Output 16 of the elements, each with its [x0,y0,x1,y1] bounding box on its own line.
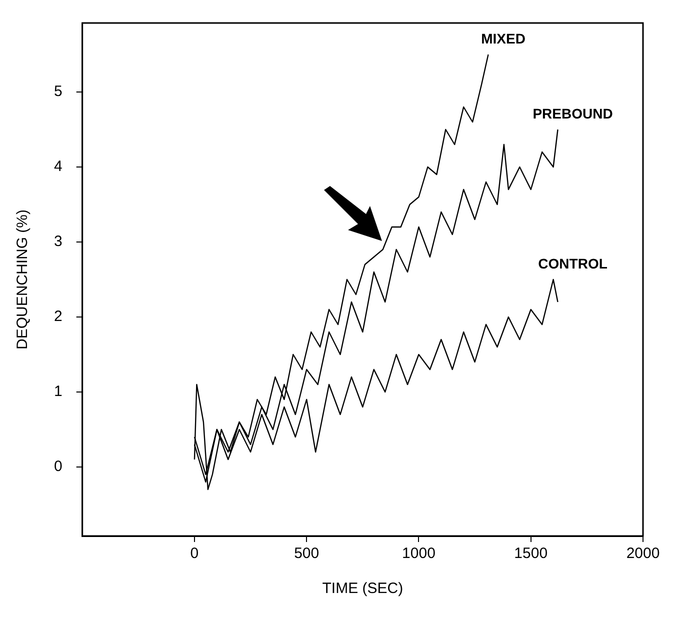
y-tick-label: 0 [54,458,62,476]
y-axis-title: DEQUENCHING (%) [14,209,32,350]
x-tick-label: 500 [294,545,320,562]
series-label: MIXED [481,30,526,46]
y-tick-label: 3 [54,233,62,250]
x-axis-title: TIME (SEC) [322,580,404,598]
y-tick-label: 5 [54,83,62,100]
x-tick-label: 2000 [626,545,660,562]
x-tick-label: 1500 [514,545,548,562]
series-label: PREBOUND [532,105,613,122]
x-tick-label: 1000 [402,545,436,562]
x-tick-label: 0 [190,545,199,562]
y-tick-label: 1 [54,383,62,400]
y-tick-label: 2 [54,308,62,326]
y-tick-label: 4 [54,158,62,176]
series-label: CONTROL [538,255,608,272]
